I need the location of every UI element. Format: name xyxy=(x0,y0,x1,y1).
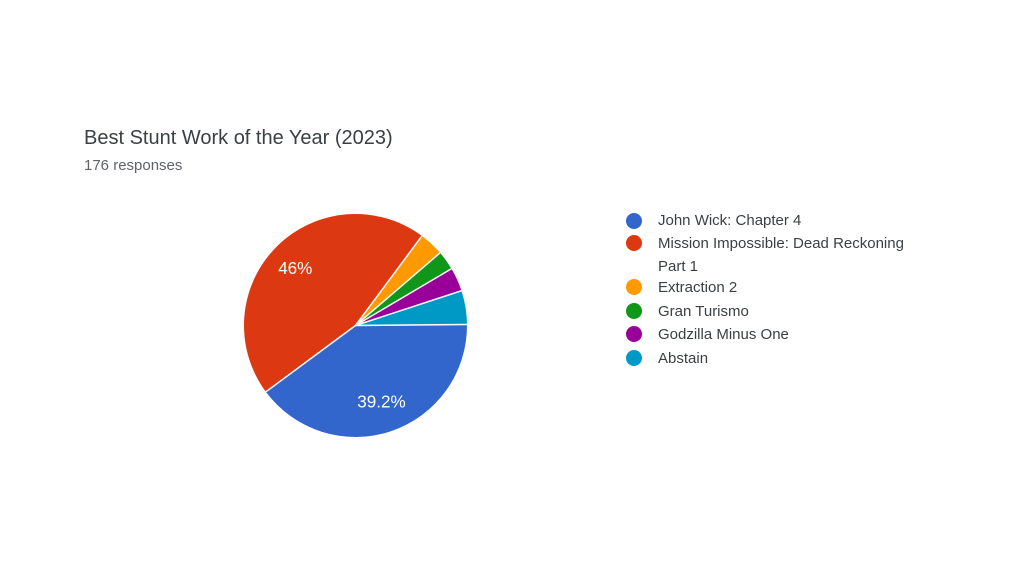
svg-text:46%: 46% xyxy=(278,259,312,278)
svg-text:39.2%: 39.2% xyxy=(357,392,405,411)
